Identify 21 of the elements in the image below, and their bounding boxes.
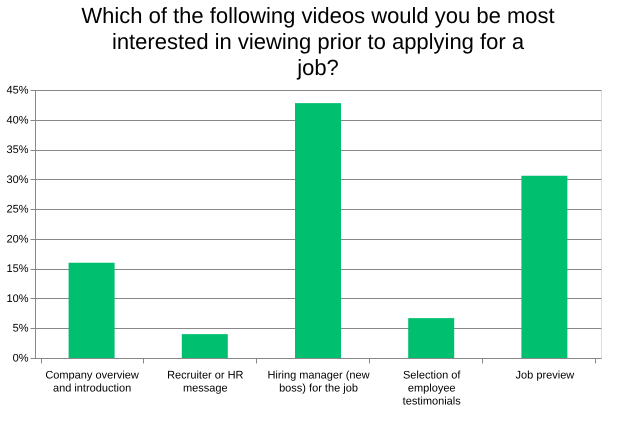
bar: [408, 318, 454, 358]
bar: [68, 262, 115, 358]
chart-title: Which of the following videos would you be most interested in viewing prior to applying for a job?: [81, 3, 555, 80]
x-tick-label: Hiring manager (new boss) for the job: [267, 370, 370, 394]
y-tick-label: 35%: [6, 144, 29, 156]
y-tick-label: 25%: [6, 204, 29, 216]
bar: [295, 103, 341, 358]
x-tick-label: Selection of employee testimonials: [402, 370, 462, 408]
y-tick-label: 40%: [6, 114, 29, 126]
x-tick-label: Job preview: [516, 370, 574, 382]
x-tick-label: Company overview and introduction: [45, 370, 139, 394]
y-tick-label: 5%: [12, 322, 29, 335]
bar: [182, 334, 228, 358]
y-tick-label: 10%: [6, 292, 29, 305]
bar: [521, 176, 568, 358]
y-tick-label: 30%: [6, 174, 29, 186]
y-tick-label: 15%: [6, 263, 29, 276]
x-tick-label: Recruiter or HR message: [167, 370, 244, 394]
y-tick-label: 45%: [6, 84, 29, 96]
y-tick-label: 0%: [12, 352, 29, 364]
y-tick-label: 20%: [6, 233, 29, 246]
